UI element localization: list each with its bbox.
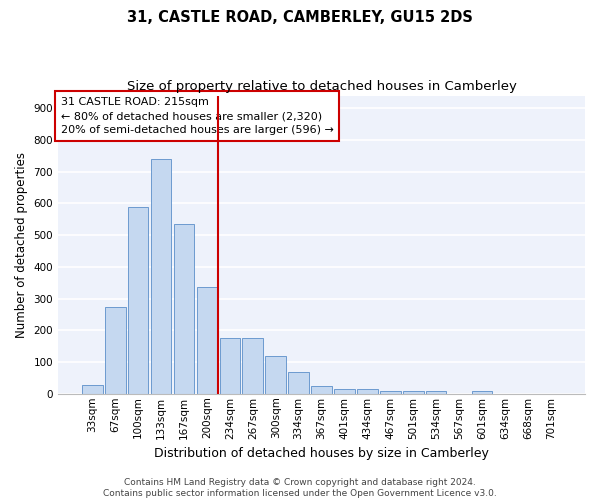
Y-axis label: Number of detached properties: Number of detached properties <box>15 152 28 338</box>
Bar <box>288 372 309 394</box>
X-axis label: Distribution of detached houses by size in Camberley: Distribution of detached houses by size … <box>154 447 489 460</box>
Bar <box>82 385 103 394</box>
Bar <box>357 389 377 394</box>
Bar <box>472 390 492 394</box>
Bar <box>265 356 286 394</box>
Bar <box>334 389 355 394</box>
Bar <box>403 390 424 394</box>
Title: Size of property relative to detached houses in Camberley: Size of property relative to detached ho… <box>127 80 517 93</box>
Text: 31 CASTLE ROAD: 215sqm
← 80% of detached houses are smaller (2,320)
20% of semi-: 31 CASTLE ROAD: 215sqm ← 80% of detached… <box>61 97 334 135</box>
Bar <box>128 206 148 394</box>
Bar <box>151 159 172 394</box>
Bar <box>197 288 217 394</box>
Text: 31, CASTLE ROAD, CAMBERLEY, GU15 2DS: 31, CASTLE ROAD, CAMBERLEY, GU15 2DS <box>127 10 473 25</box>
Bar <box>426 390 446 394</box>
Bar <box>242 338 263 394</box>
Bar <box>311 386 332 394</box>
Bar <box>173 224 194 394</box>
Bar <box>380 390 401 394</box>
Bar <box>105 306 125 394</box>
Text: Contains HM Land Registry data © Crown copyright and database right 2024.
Contai: Contains HM Land Registry data © Crown c… <box>103 478 497 498</box>
Bar <box>220 338 240 394</box>
